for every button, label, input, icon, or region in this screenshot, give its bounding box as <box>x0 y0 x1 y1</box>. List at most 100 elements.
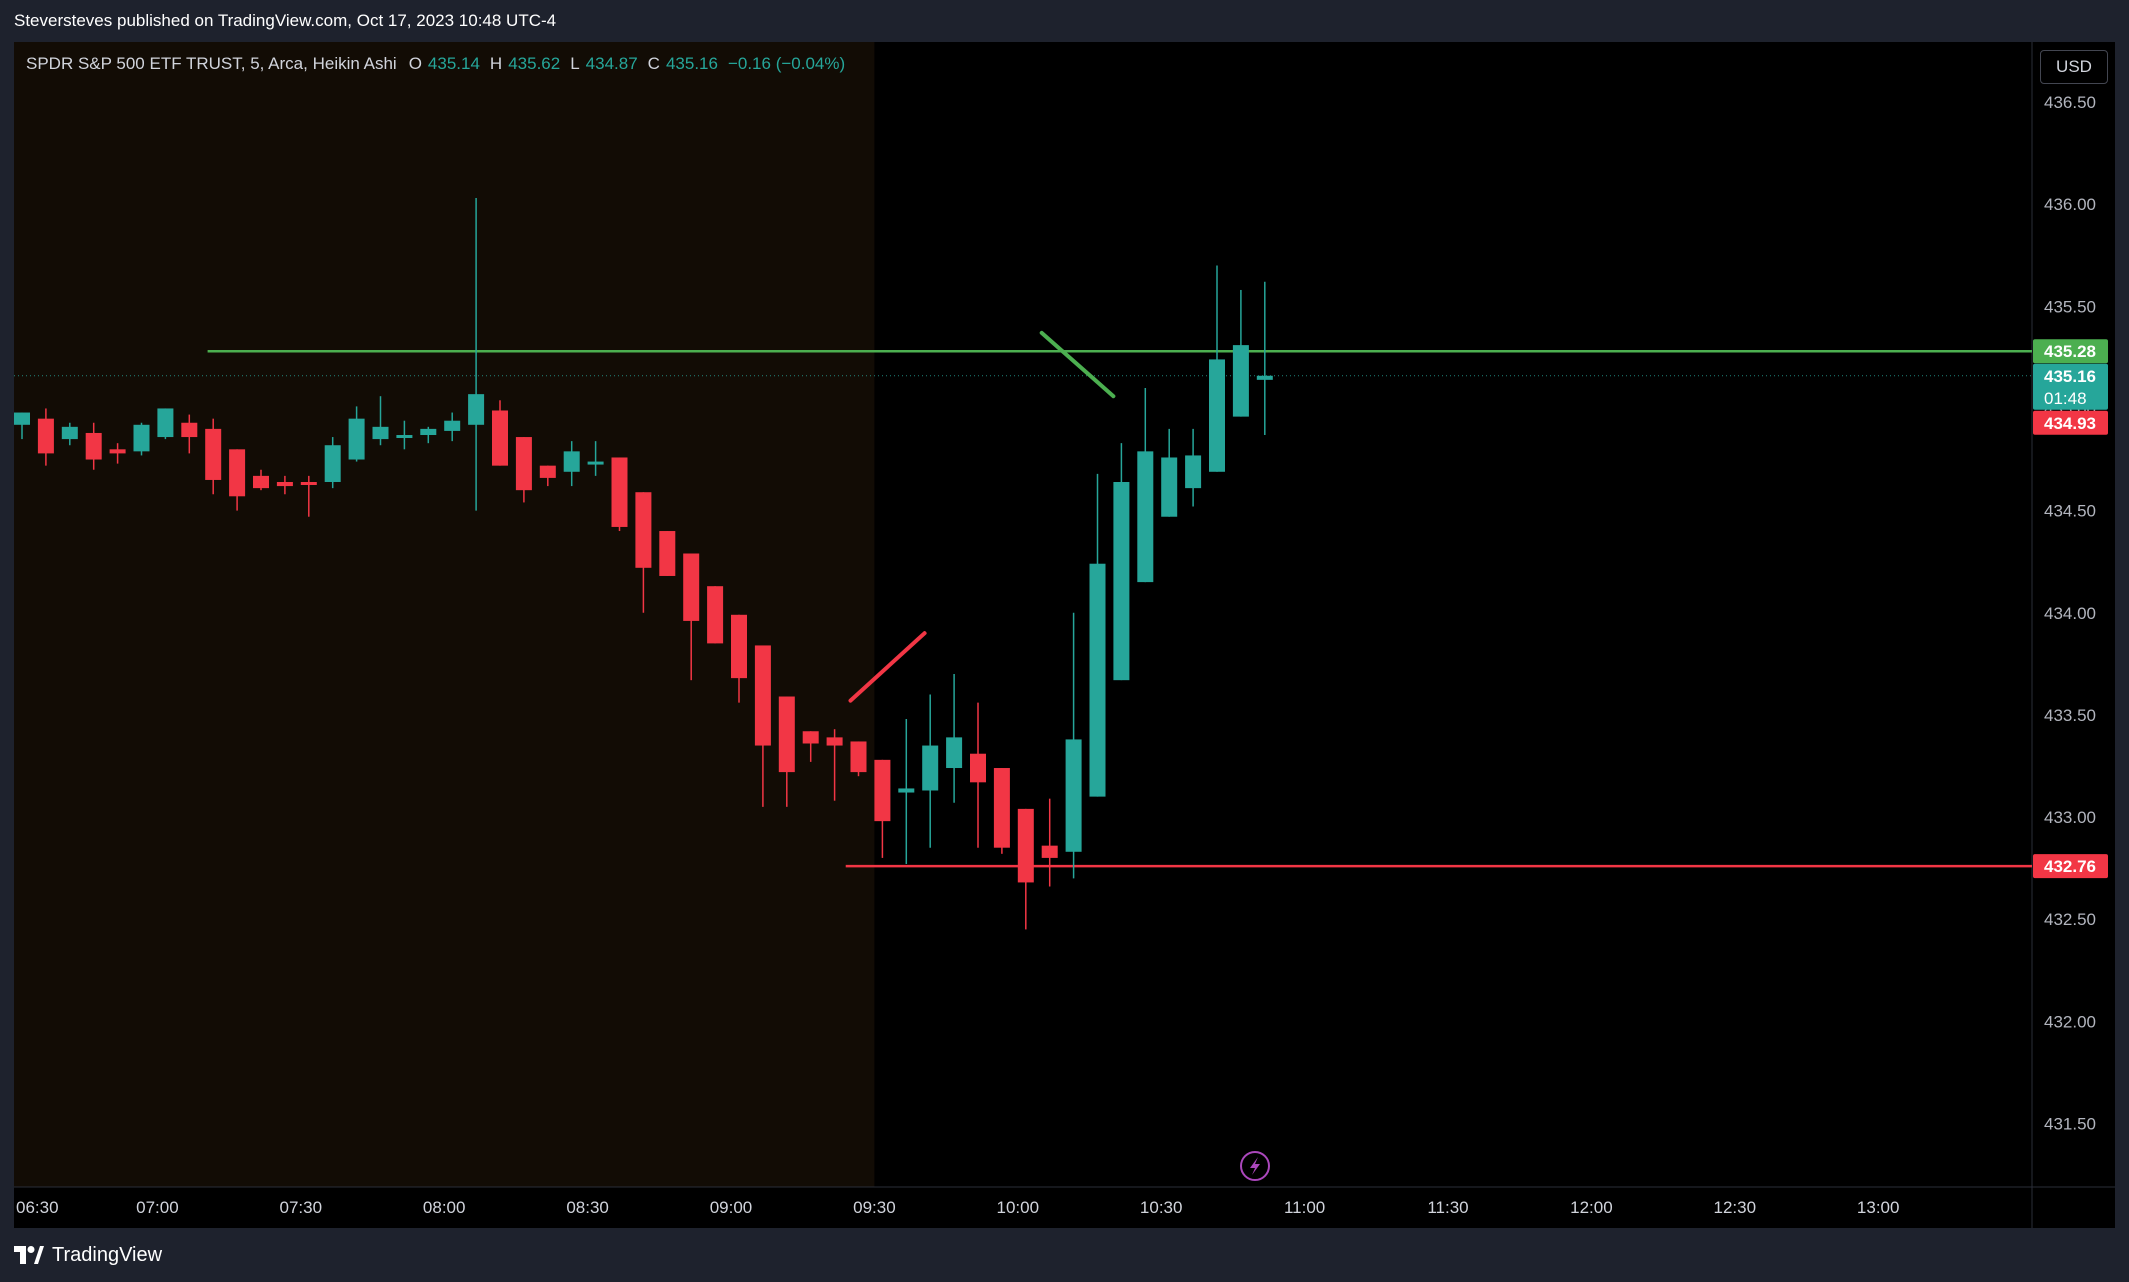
y-tick-label: 432.00 <box>2044 1012 2096 1031</box>
y-tick-label: 435.50 <box>2044 297 2096 316</box>
candle-body[interactable] <box>1209 359 1225 472</box>
candle-body[interactable] <box>515 437 532 491</box>
low-value: 434.87 <box>585 54 638 73</box>
candle-body[interactable] <box>37 418 54 454</box>
brand-name: TradingView <box>52 1243 163 1266</box>
candlestick-chart[interactable]: 431.50 432.00 432.50 433.00 433.50 434.00 434.… <box>14 42 2115 1228</box>
candle-body[interactable] <box>133 424 150 452</box>
x-tick-label: 13:00 <box>1857 1198 1900 1217</box>
tradingview-brand[interactable]: TradingView <box>0 1244 162 1267</box>
open-value: 435.14 <box>427 54 480 73</box>
open-label: O <box>408 54 422 73</box>
x-tick-label: 10:00 <box>997 1198 1040 1217</box>
trend-line-1[interactable] <box>1039 330 1116 399</box>
events-lightning-icon[interactable] <box>1240 1151 1270 1181</box>
x-tick-label: 07:00 <box>136 1198 179 1217</box>
candle-body[interactable] <box>707 586 724 644</box>
x-tick-label: 08:00 <box>423 1198 466 1217</box>
candle-body[interactable] <box>1041 845 1058 858</box>
candle-body[interactable] <box>993 768 1010 848</box>
published-info: Steversteves published on TradingView.co… <box>14 11 557 30</box>
countdown-label: 01:48 <box>2044 389 2087 408</box>
y-tick-label: 436.00 <box>2044 195 2096 214</box>
candle-body[interactable] <box>396 435 413 439</box>
y-tick-label: 434.00 <box>2044 604 2096 623</box>
y-tick-label: 436.50 <box>2044 93 2096 112</box>
candle-body[interactable] <box>109 449 126 454</box>
currency-button[interactable]: USD <box>2040 50 2108 84</box>
candle-body[interactable] <box>61 426 78 440</box>
candle-body[interactable] <box>850 741 867 773</box>
change-value: −0.16 (−0.04%) <box>727 54 846 73</box>
candle-body[interactable] <box>874 759 891 822</box>
candle-body[interactable] <box>1113 481 1130 681</box>
y-tick-label: 433.50 <box>2044 706 2096 725</box>
candle-body[interactable] <box>85 432 102 460</box>
candle-body[interactable] <box>253 475 269 489</box>
candle-body[interactable] <box>563 451 580 472</box>
x-tick-label: 06:30 <box>16 1198 59 1217</box>
candle-body[interactable] <box>611 457 628 527</box>
candle-body[interactable] <box>468 394 485 425</box>
candle-body[interactable] <box>659 531 676 576</box>
candle-body[interactable] <box>1232 345 1249 417</box>
candle-body[interactable] <box>372 426 389 440</box>
price-label-0-bg <box>2033 339 2108 364</box>
x-tick-label: 08:30 <box>566 1198 609 1217</box>
price-label-2-bg <box>2033 854 2108 879</box>
candle-body[interactable] <box>587 461 604 465</box>
x-tick-label: 11:00 <box>1284 1198 1325 1217</box>
candle-body[interactable] <box>14 412 30 425</box>
candle-body[interactable] <box>683 553 700 621</box>
low-label: L <box>570 54 580 73</box>
candle-body[interactable] <box>826 737 843 746</box>
candle-body[interactable] <box>539 465 556 478</box>
chart-area[interactable]: 431.50 432.00 432.50 433.00 433.50 434.00 434.… <box>14 42 2115 1228</box>
candle-body[interactable] <box>420 428 437 436</box>
candle-body[interactable] <box>731 614 747 679</box>
footer-bar: TradingView <box>0 1228 2129 1282</box>
current-price-tag-bg <box>2033 363 2108 410</box>
candle-body[interactable] <box>1065 739 1082 852</box>
premarket-session-background <box>14 42 875 1187</box>
x-tick-label: 10:30 <box>1140 1198 1183 1217</box>
candle-body[interactable] <box>635 492 652 568</box>
candle-body[interactable] <box>802 731 819 744</box>
candle-body[interactable] <box>324 445 341 482</box>
candle-body[interactable] <box>1089 563 1106 797</box>
candle-body[interactable] <box>1185 455 1202 489</box>
candle-body[interactable] <box>1161 457 1178 517</box>
candle-body[interactable] <box>898 788 915 793</box>
candle-body[interactable] <box>300 481 317 485</box>
tradingview-logo-icon <box>14 1246 44 1264</box>
symbol-name[interactable]: SPDR S&P 500 ETF TRUST, 5, Arca, Heikin … <box>26 54 397 73</box>
x-tick-label: 07:30 <box>280 1198 323 1217</box>
header-bar: Steversteves published on TradingView.co… <box>0 0 2129 42</box>
candle-body[interactable] <box>181 422 198 438</box>
candle-body[interactable] <box>229 449 246 497</box>
candle-body[interactable] <box>444 420 461 431</box>
candle-body[interactable] <box>348 418 365 460</box>
candle-body[interactable] <box>970 753 986 783</box>
x-tick-label: 12:00 <box>1570 1198 1613 1217</box>
candle-body[interactable] <box>1256 375 1273 380</box>
y-tick-label: 434.50 <box>2044 502 2096 521</box>
candle-body[interactable] <box>754 645 771 746</box>
close-value: 435.16 <box>665 54 718 73</box>
price-label-1-bg <box>2033 410 2108 435</box>
price-label-2: 432.76 <box>2044 857 2096 876</box>
x-tick-label: 11:30 <box>1427 1198 1468 1217</box>
candle-body[interactable] <box>922 745 939 791</box>
trend-line-0[interactable] <box>848 631 927 703</box>
candle-body[interactable] <box>492 410 508 466</box>
x-tick-label: 12:30 <box>1714 1198 1757 1217</box>
current-price-label: 435.16 <box>2044 367 2096 386</box>
candle-body[interactable] <box>157 408 174 438</box>
candle-body[interactable] <box>1017 808 1034 883</box>
candle-body[interactable] <box>778 696 795 773</box>
lightning-bolt-icon <box>1250 1157 1260 1175</box>
candle-body[interactable] <box>276 481 293 487</box>
candle-body[interactable] <box>205 428 222 480</box>
candle-body[interactable] <box>946 737 963 769</box>
candle-body[interactable] <box>1137 451 1154 583</box>
